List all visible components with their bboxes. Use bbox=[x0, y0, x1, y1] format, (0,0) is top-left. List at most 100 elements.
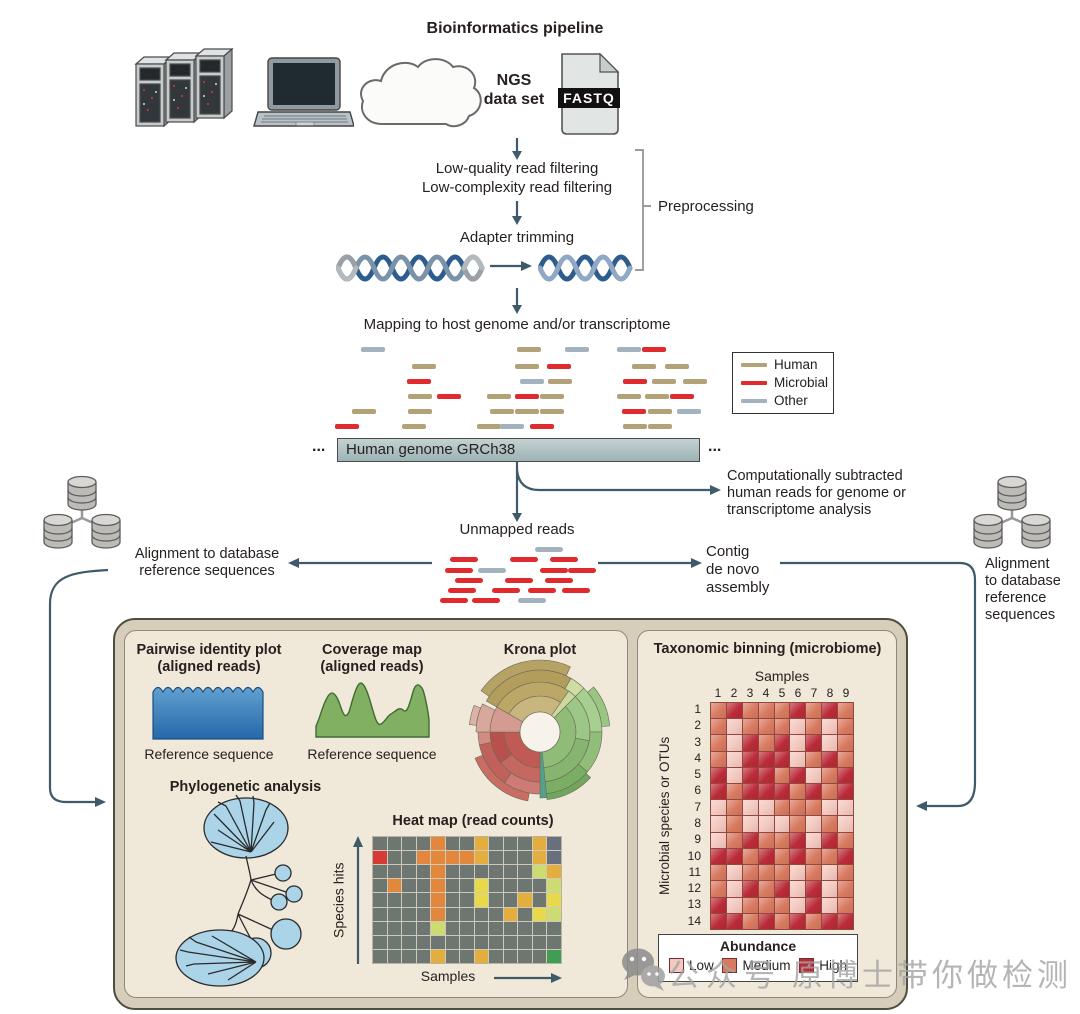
heatmap-cell bbox=[532, 851, 547, 865]
taxonomic-cell bbox=[711, 913, 726, 929]
taxonomic-cell bbox=[838, 913, 853, 929]
read-segment bbox=[648, 409, 672, 414]
read-segment bbox=[490, 409, 514, 414]
read-segment bbox=[500, 424, 524, 429]
heatmap-cell bbox=[547, 921, 561, 935]
taxonomic-cell bbox=[758, 735, 774, 751]
heatmap-cell bbox=[474, 893, 489, 907]
preprocessing-bracket bbox=[635, 149, 651, 271]
unmapped-read-segment bbox=[518, 598, 546, 603]
heatmap-cell bbox=[503, 935, 518, 949]
reads-legend-item: Human bbox=[741, 356, 825, 374]
alignment-right-label-line3: reference bbox=[985, 590, 1047, 606]
heatmap-cell bbox=[489, 837, 503, 851]
mapped-reads-scatter bbox=[335, 338, 725, 438]
read-segment bbox=[530, 424, 554, 429]
abundance-item-label: Low bbox=[689, 957, 714, 973]
figure-title: Bioinformatics pipeline bbox=[426, 20, 604, 37]
taxonomic-cell bbox=[806, 800, 822, 816]
taxonomic-cell bbox=[742, 767, 758, 784]
alignment-right-label-line4: sequences bbox=[985, 607, 1056, 623]
unmapped-read-segment bbox=[535, 547, 563, 552]
heatmap-cell bbox=[460, 921, 474, 935]
heatmap-cell bbox=[532, 907, 547, 921]
taxonomic-cell bbox=[742, 751, 758, 767]
watermark-text-2: 原博士带你做检测 bbox=[792, 958, 1072, 993]
server-towers-icon bbox=[134, 48, 234, 128]
taxonomic-cell bbox=[822, 832, 838, 848]
arrow-down-1 bbox=[512, 138, 522, 160]
heatmap-cell bbox=[547, 949, 561, 963]
reads-legend-item: Other bbox=[741, 392, 825, 410]
coverage-ref-label: Reference sequence bbox=[307, 746, 437, 762]
unmapped-read-segment bbox=[448, 588, 476, 593]
laptop-icon bbox=[253, 57, 354, 127]
read-segment bbox=[402, 424, 426, 429]
unmapped-read-segment bbox=[492, 588, 520, 593]
heatmap-title: Heat map (read counts) bbox=[392, 813, 554, 829]
heatmap-cell bbox=[387, 879, 402, 893]
heatmap-cell bbox=[503, 921, 518, 935]
taxonomic-cell bbox=[790, 719, 806, 735]
taxonomic-cell bbox=[774, 913, 790, 929]
subtracted-reads-note-line3: transcriptome analysis bbox=[727, 502, 872, 518]
heatmap-cell bbox=[445, 921, 460, 935]
unmapped-read-segment bbox=[478, 568, 506, 573]
unmapped-reads-cluster bbox=[435, 540, 605, 606]
read-segment bbox=[517, 347, 541, 352]
col-number: 3 bbox=[746, 686, 754, 700]
read-segment bbox=[335, 424, 359, 429]
taxonomic-cell bbox=[774, 703, 790, 719]
taxonomic-cell bbox=[774, 735, 790, 751]
adapter-trimming-label: Adapter trimming bbox=[459, 229, 575, 246]
taxonomic-cell bbox=[822, 816, 838, 832]
read-segment bbox=[515, 394, 539, 399]
heatmap-cell bbox=[402, 851, 416, 865]
heatmap-cell bbox=[460, 851, 474, 865]
coverage-title-line1: Coverage map bbox=[322, 642, 422, 658]
read-segment bbox=[515, 409, 539, 414]
human-genome-bar-label: Human genome GRCh38 bbox=[346, 441, 516, 458]
read-segment bbox=[617, 347, 641, 352]
heatmap-cell bbox=[402, 893, 416, 907]
legend-item-label: Microbial bbox=[774, 375, 829, 391]
heatmap-cell bbox=[431, 935, 445, 949]
heatmap-cell bbox=[402, 921, 416, 935]
read-segment bbox=[412, 364, 436, 369]
taxonomic-cell bbox=[806, 848, 822, 865]
taxonomic-cell bbox=[774, 848, 790, 865]
mapping-label: Mapping to host genome and/or transcript… bbox=[363, 316, 671, 333]
read-segment bbox=[565, 347, 589, 352]
heatmap-cell bbox=[431, 893, 445, 907]
krona-segment bbox=[480, 659, 571, 697]
taxonomic-cell bbox=[790, 751, 806, 767]
watermark-text-1: 公众号 bbox=[668, 958, 782, 993]
read-segment bbox=[623, 424, 647, 429]
abundance-items: Low Medium High bbox=[659, 955, 857, 974]
phylo-title: Phylogenetic analysis bbox=[169, 779, 322, 795]
heatmap-cell bbox=[518, 921, 532, 935]
unmapped-read-segment bbox=[540, 568, 568, 573]
heatmap-cell bbox=[445, 879, 460, 893]
abundance-swatch bbox=[669, 957, 684, 973]
heatmap-cell bbox=[445, 949, 460, 963]
taxonomic-cell bbox=[838, 816, 853, 832]
heatmap-cell bbox=[373, 935, 387, 949]
heatmap-cell bbox=[547, 935, 561, 949]
read-segment bbox=[645, 394, 669, 399]
read-segment bbox=[652, 379, 676, 384]
heatmap-cell bbox=[445, 865, 460, 879]
read-segment bbox=[352, 409, 376, 414]
taxonomic-cell bbox=[774, 800, 790, 816]
read-segment bbox=[361, 347, 385, 352]
heatmap-cell bbox=[445, 837, 460, 851]
taxonomic-cell bbox=[822, 735, 838, 751]
taxonomic-cell bbox=[774, 881, 790, 897]
taxonomic-cell bbox=[790, 784, 806, 800]
heatmap-cell bbox=[503, 949, 518, 963]
heatmap-cell bbox=[460, 949, 474, 963]
unmapped-read-segment bbox=[445, 568, 473, 573]
col-number: 9 bbox=[842, 686, 850, 700]
heatmap-cell bbox=[373, 851, 387, 865]
filter-step-1: Low-quality read filtering bbox=[435, 160, 599, 177]
